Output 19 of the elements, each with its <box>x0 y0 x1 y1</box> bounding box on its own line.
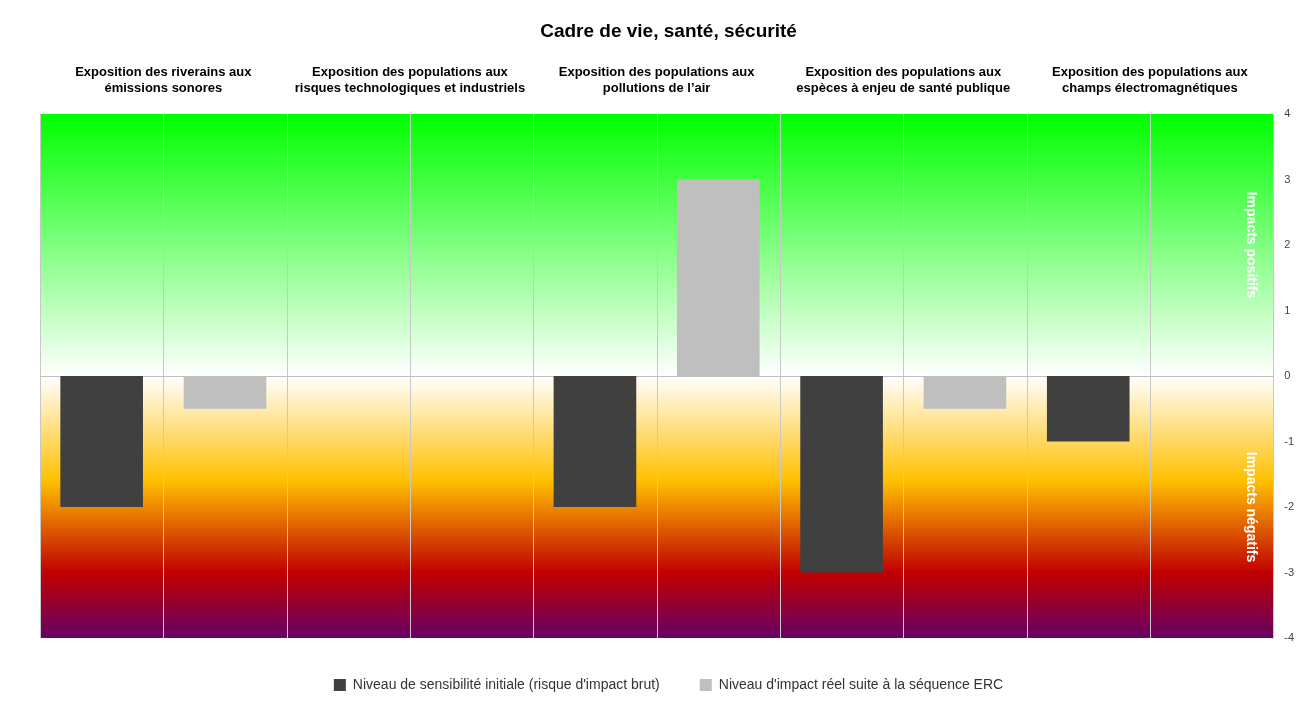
y-tick-label: -2 <box>1284 500 1294 513</box>
y-tick-label: 1 <box>1284 303 1291 316</box>
y-tick-label: 3 <box>1284 172 1291 185</box>
y-tick-label: -4 <box>1284 631 1294 644</box>
x-tick-label: Exposition des populations aux risques technologiques et industriels <box>294 64 526 95</box>
y-tick-label: 0 <box>1284 369 1291 382</box>
x-tick-label: Exposition des populations aux champs électromagnétiques <box>1052 64 1249 95</box>
x-tick-label: Exposition des populations aux espèces à enjeu de santé publique <box>796 64 1011 95</box>
legend-label: Niveau de sensibilité initiale (risque d'impact brut) <box>352 675 660 692</box>
x-tick-label: Exposition des riverains aux émissions sonores <box>75 64 253 95</box>
legend-label: Niveau d'impact réel suite à la séquence ERC <box>718 675 1004 692</box>
chart-title: Cadre de vie, santé, sécurité <box>540 19 797 41</box>
y-tick-label: -3 <box>1284 565 1294 578</box>
band-label: Impacts positifs <box>1244 191 1261 299</box>
y-tick-label: -1 <box>1284 434 1294 447</box>
x-tick-label: Exposition des populations aux pollutions de l’air <box>558 64 756 95</box>
y-tick-label: 4 <box>1284 107 1291 120</box>
band-label: Impacts négatifs <box>1244 451 1261 563</box>
y-tick-label: 2 <box>1284 238 1291 251</box>
